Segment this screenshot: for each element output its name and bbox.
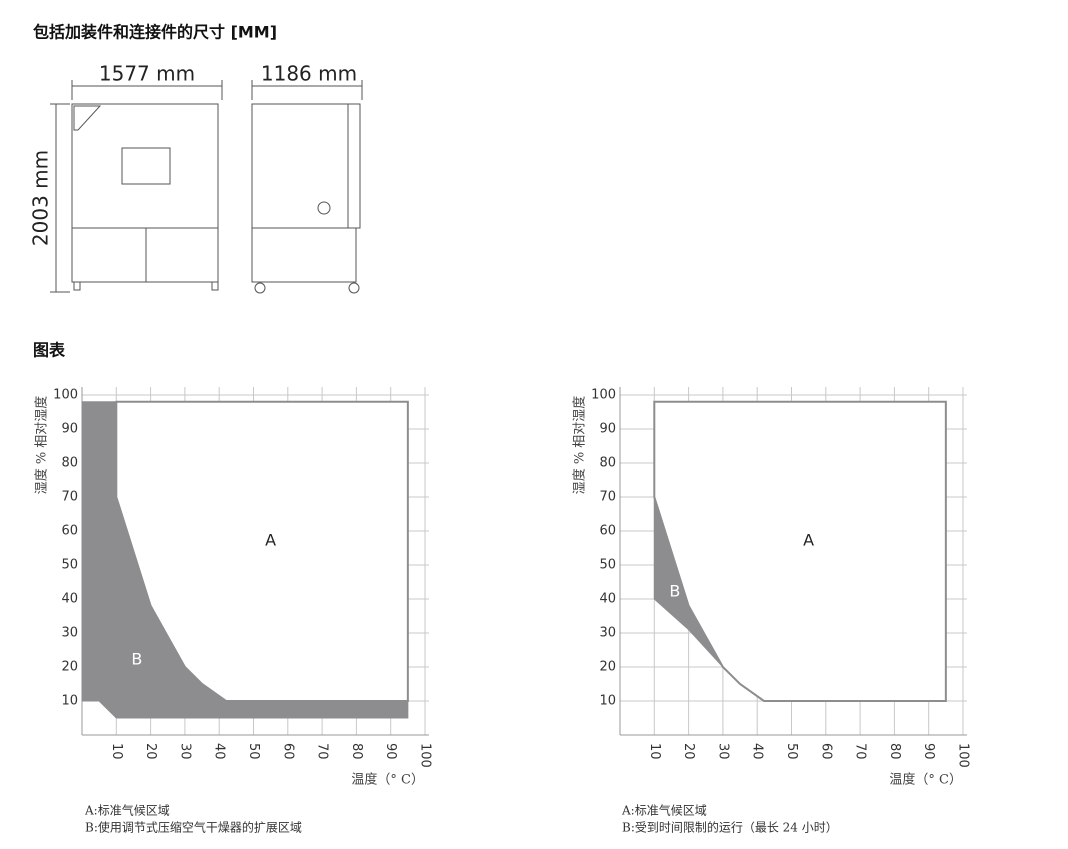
region-label: A (803, 531, 814, 550)
y-tick-label: 40 (599, 592, 616, 607)
y-tick-label: 20 (61, 660, 78, 675)
y-tick-label: 60 (599, 524, 616, 539)
region-label: B (669, 582, 680, 601)
x-tick-label: 100 (956, 743, 971, 768)
y-axis-label: 湿度 % 相对湿度 (34, 396, 50, 495)
x-tick-label: 20 (681, 743, 696, 760)
x-tick-label: 40 (212, 743, 227, 760)
x-tick-label: 10 (647, 743, 662, 760)
legend-entry: B:受到时间限制的运行（最长 24 小时） (622, 820, 838, 835)
region (81, 401, 409, 719)
y-tick-label: 80 (599, 456, 616, 471)
y-tick-label: 90 (599, 422, 616, 437)
y-tick-label: 70 (599, 490, 616, 505)
depth-label: 1186 mm (261, 62, 357, 86)
x-axis-label: 温度（° C） (889, 772, 962, 788)
y-tick-label: 30 (61, 626, 78, 641)
y-tick-label: 80 (61, 456, 78, 471)
y-tick-label: 90 (61, 422, 78, 437)
y-tick-label: 20 (599, 660, 616, 675)
cabinet-drawing (50, 80, 363, 294)
height-label: 2003 mm (29, 150, 53, 246)
y-tick-label: 100 (53, 388, 78, 403)
x-tick-label: 10 (109, 743, 124, 760)
x-tick-label: 30 (177, 743, 192, 760)
legend-entry: A:标准气候区域 (84, 803, 170, 818)
legend-entry: B:使用调节式压缩空气干燥器的扩展区域 (85, 820, 302, 835)
x-tick-label: 60 (280, 743, 295, 760)
legend-entry: A:标准气候区域 (621, 803, 707, 818)
x-tick-label: 80 (349, 743, 364, 760)
y-tick-label: 100 (591, 388, 616, 403)
x-tick-label: 100 (418, 743, 433, 768)
y-tick-label: 60 (61, 524, 78, 539)
y-axis-label: 湿度 % 相对湿度 (572, 396, 588, 495)
y-tick-label: 30 (599, 626, 616, 641)
region (653, 400, 947, 702)
region (653, 496, 724, 668)
x-axis-label: 温度（° C） (351, 772, 424, 788)
y-tick-label: 10 (599, 694, 616, 709)
x-tick-label: 20 (143, 743, 158, 760)
y-tick-label: 10 (61, 694, 78, 709)
width-label: 1577 mm (99, 62, 195, 86)
x-tick-label: 80 (887, 743, 902, 760)
y-tick-label: 40 (61, 592, 78, 607)
region-label: A (265, 531, 276, 550)
x-tick-label: 90 (383, 743, 398, 760)
y-tick-label: 50 (599, 558, 616, 573)
region-label: B (131, 650, 142, 669)
x-tick-label: 70 (315, 743, 330, 760)
x-tick-label: 90 (921, 743, 936, 760)
x-tick-label: 70 (853, 743, 868, 760)
section-title: 包括加装件和连接件的尺寸 [MM] (33, 23, 277, 42)
x-tick-label: 30 (715, 743, 730, 760)
section-title: 图表 (33, 341, 66, 360)
x-tick-label: 50 (784, 743, 799, 760)
x-tick-label: 50 (246, 743, 261, 760)
x-tick-label: 40 (750, 743, 765, 760)
y-tick-label: 50 (61, 558, 78, 573)
y-tick-label: 70 (61, 490, 78, 505)
x-tick-label: 60 (818, 743, 833, 760)
